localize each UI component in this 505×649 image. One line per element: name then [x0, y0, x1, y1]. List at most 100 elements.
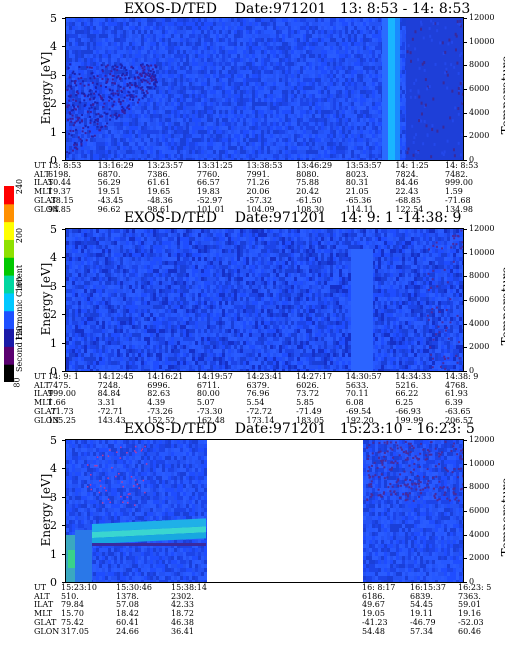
- y2-tick-mark: [463, 112, 467, 114]
- table-column: 13:46:29 8080. 75.88 20.42 -61.50 108.30: [296, 161, 333, 214]
- colorbar-segment: [4, 221, 14, 240]
- y2-tick-label: 6000: [469, 84, 490, 93]
- y2-tick-label: 0: [469, 577, 475, 586]
- y-tick-mark: [62, 103, 66, 105]
- y2-tick-mark: [463, 440, 467, 441]
- y2-tick-mark: [463, 65, 467, 67]
- colorbar-segment: [4, 239, 14, 258]
- table-column: 14:38: 9 4768. 61.93 6.39 -63.65 206.57: [445, 372, 479, 425]
- y-tick-label: 5: [50, 223, 57, 236]
- panel2-y2-label: Temperature [K]: [499, 266, 505, 346]
- y2-tick-mark: [463, 582, 467, 583]
- y2-tick-label: 12000: [469, 435, 495, 444]
- colorbar-segment: [4, 203, 14, 223]
- y2-tick-mark: [463, 300, 467, 301]
- table-column: 15:38:14 2302. 42.33 18.72 46.38 36.41: [171, 583, 207, 636]
- y-tick-label: 2: [50, 97, 57, 111]
- table-column: 16:15:37 6839. 54.45 19.11 -46.79 57.34: [410, 583, 446, 636]
- y-tick-label: 5: [50, 434, 57, 447]
- panel1-heatmap: [66, 18, 463, 160]
- table-column: 13:23:57 7386. 61.61 19.65 -48.36 98.61: [147, 161, 184, 214]
- colorbar-label: Second Harmonic Current: [15, 264, 24, 372]
- table-column: 15:23:10 510. 79.84 15.70 75.42 317.05: [61, 583, 97, 636]
- y2-tick-label: 12000: [469, 224, 495, 233]
- y-tick-label: 0: [50, 154, 57, 167]
- y2-tick-mark: [463, 511, 467, 512]
- colorbar-tick-label: 80: [12, 377, 22, 388]
- cyan-band: [388, 18, 395, 160]
- colorbar: [4, 186, 14, 382]
- y2-tick-label: 2000: [469, 131, 490, 141]
- y-tick-mark: [62, 342, 66, 344]
- y2-tick-label: 10000: [469, 458, 495, 468]
- y-tick-label: 0: [50, 576, 57, 589]
- table-column: 14:30:57 5633. 70.11 6.08 -69.54 192.20: [345, 372, 382, 425]
- y2-tick-label: 8000: [469, 271, 490, 281]
- panel2-title: EXOS-D/TED Date:971201 14: 9: 1 -14:38: …: [124, 210, 461, 226]
- y-tick-mark: [62, 285, 66, 287]
- table-row-labels: UT ALT ILAT MLT GLAT GLON: [34, 372, 60, 425]
- y-tick-label: 1: [50, 547, 57, 561]
- table-column: 15:30:46 1378. 57.08 18.42 60.41 24.66: [116, 583, 152, 636]
- table-column: 14:12:45 7248. 84.84 3.31 -72.71 143.43: [97, 372, 134, 425]
- y2-tick-label: 4000: [469, 529, 490, 539]
- panel3-heatmap: [66, 440, 463, 582]
- panel2-date: Date:971201: [234, 210, 327, 226]
- y-tick-label: 3: [50, 68, 57, 82]
- panel3-time-range: 15:23:10 - 16:23: 5: [339, 421, 475, 437]
- colorbar-segment: [4, 310, 14, 330]
- panel3-y-label: Energy [eV]: [39, 473, 53, 547]
- panel1-title: EXOS-D/TED Date:971201 13: 8:53 - 14: 8:…: [124, 1, 470, 17]
- y2-tick-label: 2000: [469, 553, 490, 563]
- y2-tick-label: 0: [469, 155, 475, 164]
- colorbar-segment: [4, 328, 14, 347]
- y2-tick-mark: [463, 347, 467, 349]
- y2-tick-label: 12000: [469, 13, 495, 22]
- y-tick-mark: [62, 229, 66, 230]
- y2-tick-mark: [463, 487, 467, 489]
- y2-tick-label: 2000: [469, 342, 490, 352]
- y2-tick-label: 6000: [469, 295, 490, 304]
- y2-tick-label: 6000: [469, 506, 490, 515]
- panel1-date: Date:971201: [234, 1, 327, 17]
- panel1-instrument: EXOS-D/TED: [124, 1, 217, 17]
- brighter-band: [351, 249, 373, 371]
- panel2-instrument: EXOS-D/TED: [124, 210, 217, 226]
- y-tick-mark: [62, 46, 66, 48]
- y-tick-label: 4: [50, 251, 57, 265]
- y2-tick-mark: [463, 371, 467, 372]
- table-column: 13:16:29 6870. 56.29 19.51 -43.45 96.62: [97, 161, 134, 214]
- panel2-y-label: Energy [eV]: [39, 262, 53, 336]
- panel3-instrument: EXOS-D/TED: [124, 421, 217, 437]
- colorbar-segment: [4, 292, 14, 312]
- panel3-date: Date:971201: [234, 421, 327, 437]
- table-column: 16: 8:17 6186. 49.67 19.05 -41.23 54.48: [362, 583, 396, 636]
- panel2-heatmap: [66, 229, 463, 371]
- y2-tick-mark: [463, 534, 467, 536]
- panel3-title: EXOS-D/TED Date:971201 15:23:10 - 16:23:…: [124, 421, 475, 437]
- panel1-time-range: 13: 8:53 - 14: 8:53: [339, 1, 471, 17]
- table-column: 14:23:41 6379. 76.96 5.54 -72.72 173.14: [246, 372, 283, 425]
- table-column: 14: 8:53 7482. 999.00 1.59 -71.68 134.98: [445, 161, 479, 214]
- panel1-y2-label: Temperature [K]: [499, 55, 505, 135]
- y-tick-label: 1: [50, 125, 57, 139]
- table-column: 13:31:25 7760. 66.57 19.83 -52.97 101.01: [196, 161, 233, 214]
- y-tick-mark: [62, 440, 66, 441]
- y-tick-mark: [62, 160, 66, 161]
- y2-tick-mark: [463, 276, 467, 278]
- y2-tick-mark: [463, 463, 467, 465]
- y2-tick-label: 8000: [469, 482, 490, 492]
- table-column: 14: 9: 1 7475. 999.00 1.66 -71.73 135.25: [48, 372, 79, 425]
- panel2-time-range: 14: 9: 1 -14:38: 9: [339, 210, 462, 226]
- table-row-labels: UT ALT ILAT MLT GLAT GLON: [34, 583, 60, 636]
- table-column: 14:34:33 5216. 66.22 6.25 -66.93 199.99: [395, 372, 432, 425]
- colorbar-tick-label: 200: [15, 227, 25, 244]
- y-tick-label: 2: [50, 519, 57, 533]
- table-column: 13:38:53 7991. 71.26 20.06 -57.32 104.09: [246, 161, 283, 214]
- y-tick-label: 1: [50, 336, 57, 350]
- y2-tick-mark: [463, 229, 467, 230]
- y2-tick-mark: [463, 160, 467, 161]
- y2-tick-label: 8000: [469, 60, 490, 70]
- y2-tick-mark: [463, 18, 467, 19]
- y2-tick-mark: [463, 323, 467, 325]
